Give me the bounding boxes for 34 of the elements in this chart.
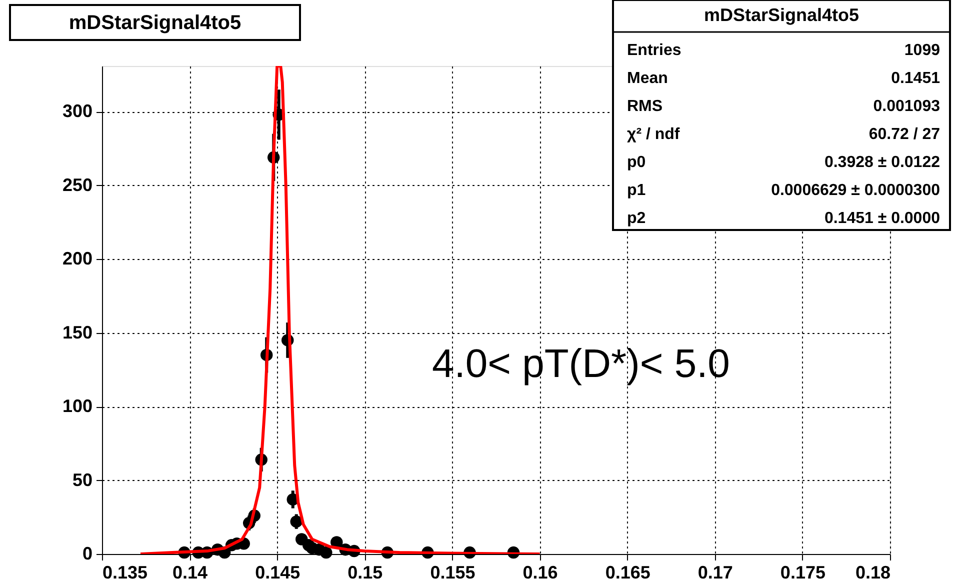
annotation: p0 [627, 154, 646, 171]
annotation: p2 [627, 210, 646, 227]
text: 0.1451 [891, 70, 940, 87]
annotation: 0.1451 ± 0.0000 [824, 210, 940, 227]
chart-title: mDStarSignal4to5 [68, 12, 242, 34]
y-tick-label: 300 [62, 101, 92, 122]
text: Entries [627, 42, 682, 59]
x-tick-label: 0.135 [102, 562, 148, 580]
y-tick-label: 250 [62, 174, 92, 195]
text: 1099 [904, 42, 940, 59]
x-tick-label: 0.145 [255, 562, 300, 580]
x-tick-label: 0.155 [430, 562, 476, 580]
annotation: 60.72 / 27 [868, 126, 940, 143]
annotation: p1 [627, 182, 646, 199]
annotation: 0.0006629 ± 0.0000300 [771, 182, 940, 199]
y-tick-label: 100 [62, 396, 92, 416]
annotation: Mean [627, 70, 668, 87]
y-tick-label: 200 [62, 248, 92, 269]
x-tick-label: 0.165 [605, 562, 650, 580]
y-tick-label: 0 [82, 544, 92, 564]
annotation: RMS [627, 98, 663, 115]
x-tick-label: 0.18 [855, 562, 890, 580]
y-tick-label: 150 [62, 322, 92, 342]
annotation: 0.3928 ± 0.0122 [824, 154, 940, 171]
x-tick-label: 0.175 [780, 562, 826, 580]
text: mDStarSignal4to5 [704, 5, 860, 25]
x-tick-label: 0.14 [172, 562, 208, 580]
annotation: 4.0< pT(D*)< 5.0 [432, 342, 730, 386]
annotation: χ² / ndf [627, 126, 680, 143]
y-tick-label: 50 [72, 470, 92, 490]
x-tick-label: 0.15 [348, 562, 383, 580]
annotation: 0.001093 [873, 98, 940, 115]
x-tick-label: 0.17 [698, 562, 733, 580]
x-tick-label: 0.16 [522, 562, 558, 580]
